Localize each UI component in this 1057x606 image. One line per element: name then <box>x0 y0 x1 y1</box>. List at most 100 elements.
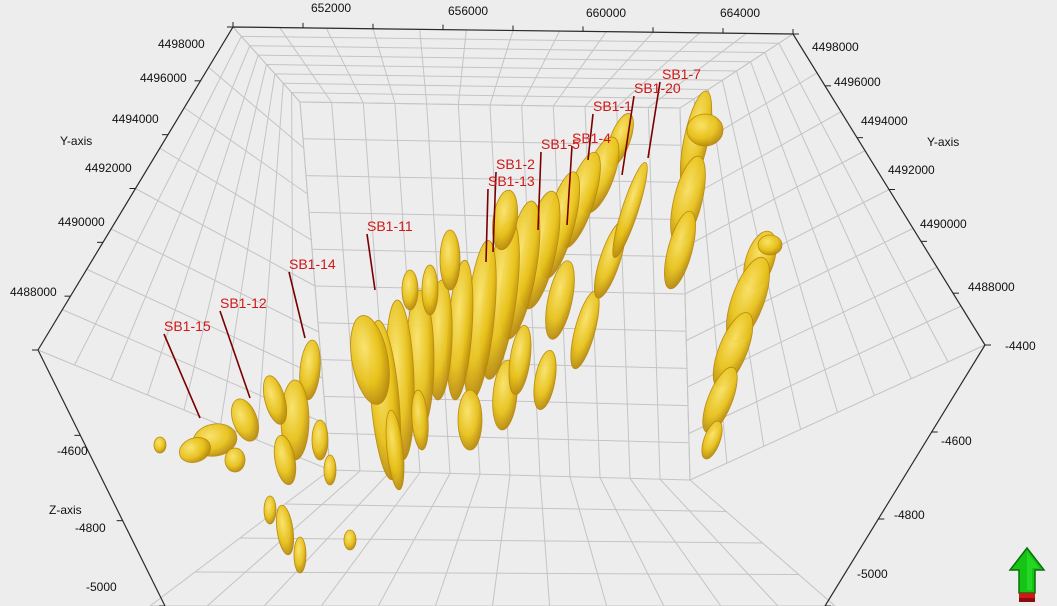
grid-line <box>110 45 251 381</box>
grid-line <box>256 83 284 441</box>
well-line <box>288 271 306 339</box>
y-axis-title-left: Y-axis <box>60 134 92 148</box>
well-line <box>566 145 573 226</box>
reservoir-body <box>153 436 167 454</box>
reservoir-body <box>262 375 288 425</box>
well-label[interactable]: SB1-1 <box>593 98 632 114</box>
reservoir-body <box>293 536 307 574</box>
y-tick-label: 4490000 <box>58 215 105 229</box>
y-tick-label: 4498000 <box>158 37 205 51</box>
reservoir-body <box>350 315 390 405</box>
frame-edge <box>824 344 986 606</box>
reservoir-body <box>311 419 329 461</box>
x-tick-label: 652000 <box>311 1 351 15</box>
grid-line <box>299 101 681 109</box>
well-label[interactable]: SB1-20 <box>634 80 681 96</box>
reservoir-body <box>231 398 259 442</box>
x-axis-tick-labels: 652000 656000 660000 664000 <box>311 1 760 20</box>
y-tick-label: 4496000 <box>140 71 187 85</box>
well-label[interactable]: SB1-15 <box>164 318 211 334</box>
reservoir-body <box>457 389 483 451</box>
y-axis-right: 4498000 4496000 4494000 4492000 4490000 … <box>812 40 1015 294</box>
reservoir-body <box>664 210 696 290</box>
well-label[interactable]: SB1-4 <box>572 130 611 146</box>
reservoir-body <box>385 409 405 491</box>
well-line <box>537 151 542 231</box>
reservoir-body <box>686 113 724 147</box>
well-label[interactable]: SB1-2 <box>496 156 535 172</box>
y-axis-left: 4498000 4496000 4494000 4492000 4490000 … <box>10 37 205 299</box>
grid-line <box>283 82 709 90</box>
z-tick-label: -4600 <box>941 434 972 448</box>
grid-line <box>241 35 779 44</box>
reservoir-body <box>179 437 211 463</box>
well-trajectories[interactable] <box>163 81 661 419</box>
frame-edge <box>37 349 166 606</box>
reservoir-body <box>273 434 297 486</box>
grid-line <box>194 571 799 575</box>
y-tick-label: 4488000 <box>968 280 1015 294</box>
reservoir-bodies <box>153 90 783 574</box>
y-tick-label: 4488000 <box>10 285 57 299</box>
well-line <box>492 171 497 253</box>
well-line <box>485 188 489 263</box>
z-axis-left: -4600 -4800 -5000 Z-axis <box>49 444 117 594</box>
reservoir-body <box>323 454 337 486</box>
axis-tick-marks <box>32 22 991 606</box>
well-label[interactable]: SB1-7 <box>662 66 701 82</box>
y-tick-label: 4492000 <box>85 161 132 175</box>
y-axis-title-right: Y-axis <box>927 135 959 149</box>
grid-line <box>258 54 751 63</box>
z-tick-label: -4400 <box>1005 339 1036 353</box>
grid-line <box>183 64 267 411</box>
z-tick-label: -5000 <box>86 580 117 594</box>
z-axis-title: Z-axis <box>49 503 82 517</box>
grid-line <box>736 70 838 413</box>
well-label[interactable]: SB1-13 <box>488 173 535 189</box>
grid-line <box>266 64 737 72</box>
green-up-arrow-icon[interactable] <box>1008 546 1046 604</box>
reservoir-body <box>343 529 357 551</box>
z-tick-label: -4800 <box>75 521 106 535</box>
grid-line <box>74 36 242 366</box>
y-tick-label: 4496000 <box>834 75 881 89</box>
reservoir-body <box>545 260 575 340</box>
reservoir-body <box>401 269 419 311</box>
reservoir-body <box>492 189 518 251</box>
grid-line <box>750 61 875 396</box>
well-line <box>366 233 376 291</box>
well-line <box>587 113 594 161</box>
reservoir-body <box>421 264 439 316</box>
reservoir-body <box>757 234 783 256</box>
reservoir-body <box>411 389 429 451</box>
grid-line <box>305 175 683 183</box>
y-tick-label: 4492000 <box>888 163 935 177</box>
x-tick-label: 664000 <box>720 6 760 20</box>
well-label[interactable]: SB1-11 <box>367 218 413 234</box>
well-line <box>647 81 661 159</box>
z-tick-label: -4600 <box>57 444 88 458</box>
well-label[interactable]: SB1-5 <box>541 136 580 152</box>
reservoir-body <box>275 504 295 556</box>
grid-line <box>291 92 695 100</box>
reservoir-body <box>263 495 277 525</box>
grid-line <box>299 101 331 471</box>
reservoir-body <box>224 447 246 473</box>
y-tick-label: 4494000 <box>861 114 908 128</box>
z-axis-right: -4400 -4600 -4800 -5000 <box>857 339 1036 581</box>
well-label[interactable]: SB1-12 <box>220 295 267 311</box>
grid-line <box>239 537 763 544</box>
reservoir-body <box>508 324 532 396</box>
grid-line <box>249 45 765 53</box>
z-tick-label: -5000 <box>857 567 888 581</box>
grid-line <box>284 503 727 512</box>
reservoir-body <box>701 420 723 460</box>
reservoir-body <box>533 350 557 410</box>
y-tick-label: 4498000 <box>812 40 859 54</box>
well-label[interactable]: SB1-14 <box>289 256 336 272</box>
x-tick-label: 656000 <box>448 4 488 18</box>
grid-line <box>220 73 276 426</box>
reservoir-body <box>612 161 648 259</box>
